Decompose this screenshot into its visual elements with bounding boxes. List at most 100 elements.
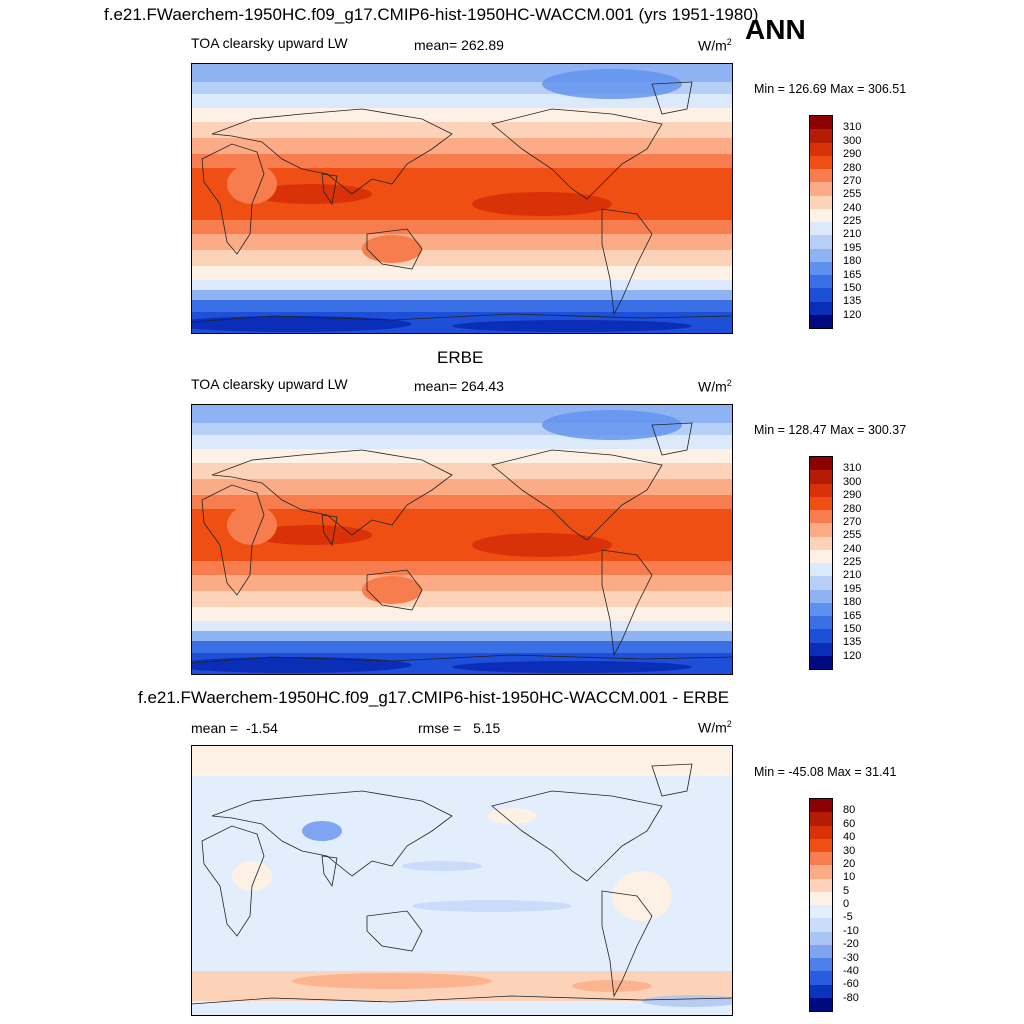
colorbar-segment: [810, 288, 832, 302]
colorbar-segment: [810, 642, 832, 656]
panel-2-units-sup: 2: [726, 378, 732, 388]
colorbar-segment: [810, 865, 832, 879]
panel-3-rmse-value: 5.15: [473, 720, 501, 736]
map-field: [192, 64, 732, 333]
colorbar-segment: [810, 825, 832, 839]
colorbar-segment: [810, 169, 832, 183]
colorbar-segment: [810, 852, 832, 866]
colorbar-tick-label: -60: [843, 978, 859, 991]
colorbar-tick-label: 255: [843, 529, 862, 542]
colorbar-segment: [810, 918, 832, 932]
colorbar-segment: [810, 563, 832, 577]
colorbar-segment: [810, 891, 832, 905]
colorbar-segment: [810, 208, 832, 222]
colorbar-tick-label: 20: [843, 857, 856, 870]
colorbar-tick-label: 180: [843, 596, 862, 609]
colorbar-segment: [810, 799, 832, 813]
colorbar-segment: [810, 195, 832, 209]
panel-2-mean-label: mean=: [414, 378, 458, 394]
colorbar-segment: [810, 129, 832, 143]
colorbar-segment: [810, 457, 832, 471]
colorbar-segment: [810, 812, 832, 826]
colorbar-segment: [810, 301, 832, 315]
panel-2-colorbar: [809, 456, 833, 670]
colorbar-segment: [810, 997, 832, 1011]
colorbar-segment: [810, 589, 832, 603]
case-title: f.e21.FWaerchem-1950HC.f09_g17.CMIP6-his…: [104, 5, 759, 24]
colorbar-tick-label: 80: [843, 804, 856, 817]
panel-1-units: W/m2: [698, 37, 732, 54]
panel-1-colorbar: [809, 115, 833, 329]
colorbar-tick-label: 225: [843, 215, 862, 227]
panel-3-mean-label: mean =: [191, 720, 239, 736]
colorbar-tick-label: 300: [843, 134, 862, 147]
colorbar-segment: [810, 248, 832, 262]
panel-1-mean: mean= 262.89: [414, 37, 504, 53]
colorbar-tick-label: 310: [843, 121, 862, 134]
colorbar-tick-label: 270: [843, 515, 862, 528]
colorbar-segment: [810, 602, 832, 616]
season-label: ANN: [745, 14, 806, 45]
colorbar-tick-label: 0: [843, 898, 850, 910]
colorbar-tick-label: 30: [843, 844, 856, 857]
panel-3-rmse-label: rmse =: [418, 720, 462, 736]
colorbar-tick-label: 210: [843, 228, 862, 241]
colorbar-tick-label: 135: [843, 636, 862, 649]
panel-3-units: W/m2: [698, 719, 732, 736]
panel-1-mean-value: 262.89: [461, 37, 504, 53]
colorbar-segment: [810, 155, 832, 169]
panel-1-minmax: Min = 126.69 Max = 306.51: [754, 82, 907, 96]
colorbar-tick-label: -5: [843, 911, 853, 924]
colorbar-tick-label: 240: [843, 201, 862, 214]
panel-3-rmse: rmse = 5.15: [418, 720, 500, 736]
panel-1-units-text: W/m: [698, 37, 727, 54]
panel-2-mean: mean= 264.43: [414, 378, 504, 394]
panel-1-map: [191, 63, 733, 334]
colorbar-tick-label: 280: [843, 161, 862, 174]
colorbar-segment: [810, 182, 832, 196]
colorbar-segment: [810, 235, 832, 249]
panel-2-minmax: Min = 128.47 Max = 300.37: [754, 423, 907, 437]
map-field: [192, 746, 732, 1015]
colorbar-tick-label: -10: [843, 924, 859, 937]
colorbar-segment: [810, 483, 832, 497]
colorbar-segment: [810, 629, 832, 643]
colorbar-tick-label: 195: [843, 582, 862, 595]
colorbar-segment: [810, 905, 832, 919]
colorbar-tick-label: 195: [843, 241, 862, 254]
panel-3-map: [191, 745, 733, 1016]
colorbar-segment: [810, 971, 832, 985]
colorbar-segment: [810, 958, 832, 972]
panel-3-units-text: W/m: [698, 719, 727, 736]
colorbar-tick-label: 225: [843, 556, 862, 568]
colorbar-tick-label: -80: [843, 991, 859, 1004]
panel-2-units: W/m2: [698, 378, 732, 395]
colorbar-tick-label: 150: [843, 281, 862, 294]
colorbar-tick-label: 280: [843, 502, 862, 515]
colorbar-segment: [810, 616, 832, 630]
colorbar-tick-label: -20: [843, 938, 859, 951]
colorbar-tick-label: 40: [843, 831, 856, 844]
colorbar-tick-label: 290: [843, 148, 862, 161]
colorbar-tick-label: 240: [843, 542, 862, 555]
colorbar-segment: [810, 523, 832, 537]
panel-2-title: ERBE: [437, 348, 484, 367]
panel-3-mean: mean = -1.54: [191, 720, 278, 736]
panel-1-mean-label: mean=: [414, 37, 458, 53]
colorbar-segment: [810, 931, 832, 945]
panel-3-minmax: Min = -45.08 Max = 31.41: [754, 765, 897, 779]
colorbar-segment: [810, 314, 832, 328]
colorbar-segment: [810, 536, 832, 550]
colorbar-tick-label: 180: [843, 255, 862, 268]
colorbar-tick-label: -30: [843, 951, 859, 964]
colorbar-tick-label: 310: [843, 462, 862, 475]
colorbar-tick-label: 150: [843, 622, 862, 635]
colorbar-tick-label: 60: [843, 817, 856, 830]
colorbar-segment: [810, 655, 832, 669]
colorbar-tick-label: 255: [843, 188, 862, 201]
colorbar-tick-label: 5: [843, 884, 850, 897]
colorbar-tick-label: 120: [843, 308, 862, 321]
colorbar-segment: [810, 116, 832, 130]
colorbar-segment: [810, 470, 832, 484]
colorbar-segment: [810, 142, 832, 156]
